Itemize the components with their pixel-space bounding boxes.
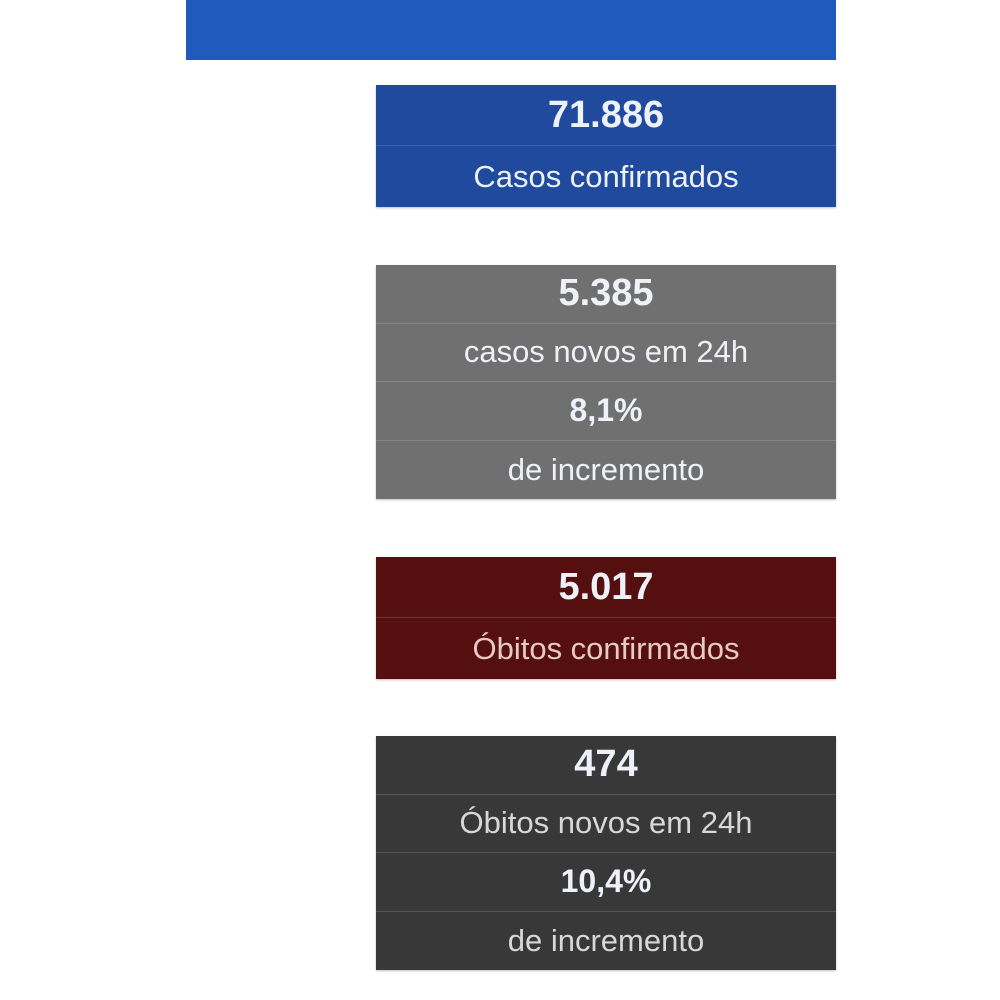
header-banner — [186, 0, 836, 60]
confirmed-deaths-value: 5.017 — [558, 565, 654, 608]
confirmed-cases-card: 71.886 Casos confirmados — [376, 85, 836, 207]
new-deaths-percent: 10,4% — [560, 863, 652, 900]
new-deaths-value: 474 — [574, 743, 638, 786]
new-deaths-card: 474 Óbitos novos em 24h 10,4% de increme… — [376, 736, 836, 970]
new-deaths-label: Óbitos novos em 24h — [459, 805, 753, 841]
new-cases-percent-label: de incremento — [507, 451, 705, 487]
confirmed-cases-label: Casos confirmados — [473, 158, 739, 194]
new-deaths-percent-label: de incremento — [507, 922, 705, 958]
new-cases-card: 5.385 casos novos em 24h 8,1% de increme… — [376, 265, 836, 499]
new-cases-value: 5.385 — [558, 272, 654, 315]
new-cases-label: casos novos em 24h — [463, 334, 749, 370]
confirmed-deaths-card: 5.017 Óbitos confirmados — [376, 557, 836, 679]
confirmed-deaths-label: Óbitos confirmados — [472, 630, 740, 666]
confirmed-cases-value: 71.886 — [547, 93, 665, 136]
new-cases-percent: 8,1% — [569, 392, 643, 429]
